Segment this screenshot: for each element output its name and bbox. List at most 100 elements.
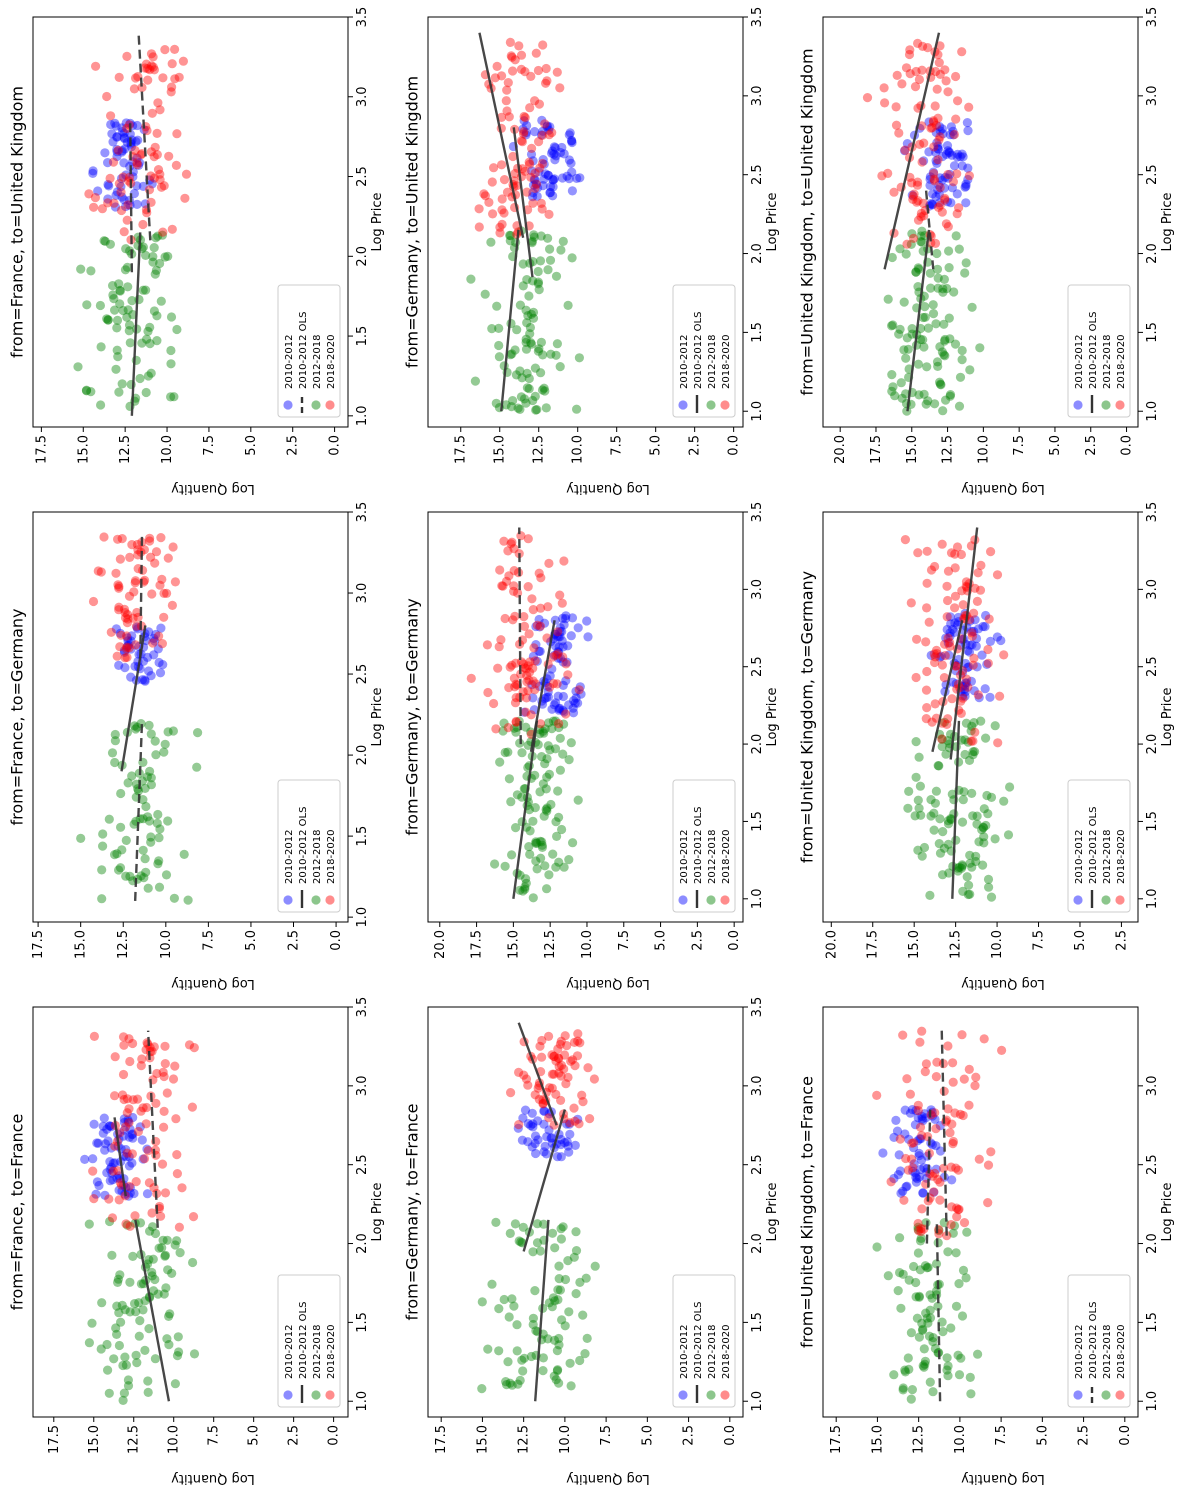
- point-2010-2012: [935, 173, 945, 183]
- point-2010-2012: [127, 631, 137, 641]
- point-2018-2020: [976, 560, 986, 571]
- point-2010-2012: [121, 1152, 131, 1162]
- point-2010-2012: [116, 182, 126, 192]
- point-2018-2020: [946, 1162, 956, 1172]
- point-2010-2012: [544, 1125, 554, 1135]
- point-2012-2018: [505, 1378, 515, 1388]
- legend-label: 2010-2012: [284, 334, 295, 389]
- point-2018-2020: [129, 587, 139, 597]
- point-2018-2020: [113, 145, 123, 155]
- point-2018-2020: [561, 709, 571, 719]
- point-2012-2018: [911, 267, 921, 277]
- point-2012-2018: [923, 1318, 933, 1328]
- point-2012-2018: [114, 279, 124, 289]
- point-2018-2020: [528, 198, 538, 208]
- legend: 2010-2012 2010-2012 OLS 2012-2018 2018-2020: [1067, 779, 1131, 913]
- point-2010-2012: [980, 684, 990, 694]
- point-2010-2012: [128, 1133, 138, 1143]
- legend-label: 2018-2020: [1116, 334, 1127, 389]
- point-2012-2018: [507, 349, 517, 359]
- point-2018-2020: [170, 577, 180, 587]
- point-2012-2018: [931, 1259, 942, 1269]
- point-2018-2020: [560, 1031, 570, 1041]
- point-2018-2020: [499, 536, 509, 546]
- point-2018-2020: [917, 65, 927, 75]
- point-2018-2020: [526, 172, 536, 182]
- point-2012-2018: [530, 363, 541, 373]
- point-2018-2020: [541, 78, 551, 88]
- point-2012-2018: [515, 404, 525, 414]
- y-tick-label: 0.0: [327, 1425, 342, 1446]
- point-2010-2012: [116, 173, 127, 184]
- point-2018-2020: [181, 169, 192, 179]
- point-2018-2020: [120, 613, 131, 623]
- point-2010-2012: [110, 118, 120, 128]
- point-2012-2018: [912, 1313, 923, 1323]
- point-2010-2012: [933, 185, 943, 195]
- point-2012-2018: [567, 253, 577, 263]
- point-2018-2020: [121, 1122, 131, 1132]
- point-2018-2020: [906, 598, 916, 608]
- point-2010-2012: [147, 179, 157, 189]
- point-2010-2012: [128, 172, 138, 182]
- point-2010-2012: [948, 624, 958, 634]
- point-2012-2018: [522, 275, 532, 285]
- point-2012-2018: [163, 251, 173, 261]
- point-2010-2012: [925, 172, 936, 182]
- y-axis-label: Log Quantity: [566, 976, 650, 991]
- point-2018-2020: [150, 558, 160, 568]
- point-2012-2018: [914, 1291, 924, 1301]
- point-2012-2018: [150, 1274, 160, 1285]
- point-2018-2020: [533, 1083, 543, 1093]
- point-2012-2018: [528, 1319, 538, 1330]
- point-2018-2020: [522, 677, 532, 687]
- point-2018-2020: [172, 129, 182, 139]
- point-2010-2012: [969, 686, 979, 696]
- point-2012-2018: [546, 799, 556, 810]
- point-2018-2020: [146, 147, 156, 157]
- point-2012-2018: [954, 401, 965, 411]
- point-2010-2012: [119, 647, 130, 657]
- point-2010-2012: [149, 633, 159, 644]
- legend-marker: [1115, 895, 1125, 905]
- point-2012-2018: [554, 722, 564, 733]
- point-2010-2012: [878, 1148, 888, 1158]
- point-2018-2020: [903, 1165, 914, 1175]
- point-2010-2012: [545, 182, 556, 192]
- point-2018-2020: [968, 660, 978, 670]
- point-2018-2020: [89, 1031, 99, 1041]
- point-2010-2012: [89, 1119, 99, 1129]
- point-2010-2012: [571, 693, 581, 703]
- plot-area: [900, 527, 1015, 902]
- legend-marker: [325, 400, 335, 410]
- point-2012-2018: [894, 329, 904, 339]
- point-2012-2018: [73, 362, 83, 372]
- point-2012-2018: [553, 1365, 563, 1375]
- point-2018-2020: [949, 129, 960, 140]
- point-2012-2018: [492, 301, 502, 311]
- point-2012-2018: [907, 329, 917, 339]
- ols-line: [137, 32, 152, 241]
- point-2010-2012: [129, 1188, 139, 1199]
- panel-title: from=United Kingdom, to=Germany: [798, 571, 817, 863]
- point-2012-2018: [135, 1218, 146, 1228]
- point-2012-2018: [104, 1388, 114, 1398]
- point-2012-2018: [145, 339, 155, 349]
- point-2010-2012: [538, 181, 548, 191]
- y-tick-label: 2.5: [688, 435, 703, 456]
- point-2012-2018: [895, 244, 905, 254]
- point-2010-2012: [565, 1129, 575, 1139]
- point-2010-2012: [556, 1139, 566, 1150]
- point-2010-2012: [567, 613, 578, 623]
- point-2012-2018: [138, 814, 148, 824]
- point-2018-2020: [917, 1026, 927, 1036]
- point-2018-2020: [995, 691, 1005, 701]
- point-2012-2018: [545, 244, 555, 254]
- point-2012-2018: [911, 772, 921, 782]
- point-2018-2020: [162, 1088, 172, 1098]
- point-2012-2018: [99, 236, 109, 246]
- point-2012-2018: [131, 724, 141, 734]
- point-2018-2020: [140, 63, 150, 73]
- legend: 2010-2012 2010-2012 OLS 2012-2018 2018-2020: [1067, 1274, 1131, 1408]
- point-2012-2018: [957, 817, 968, 827]
